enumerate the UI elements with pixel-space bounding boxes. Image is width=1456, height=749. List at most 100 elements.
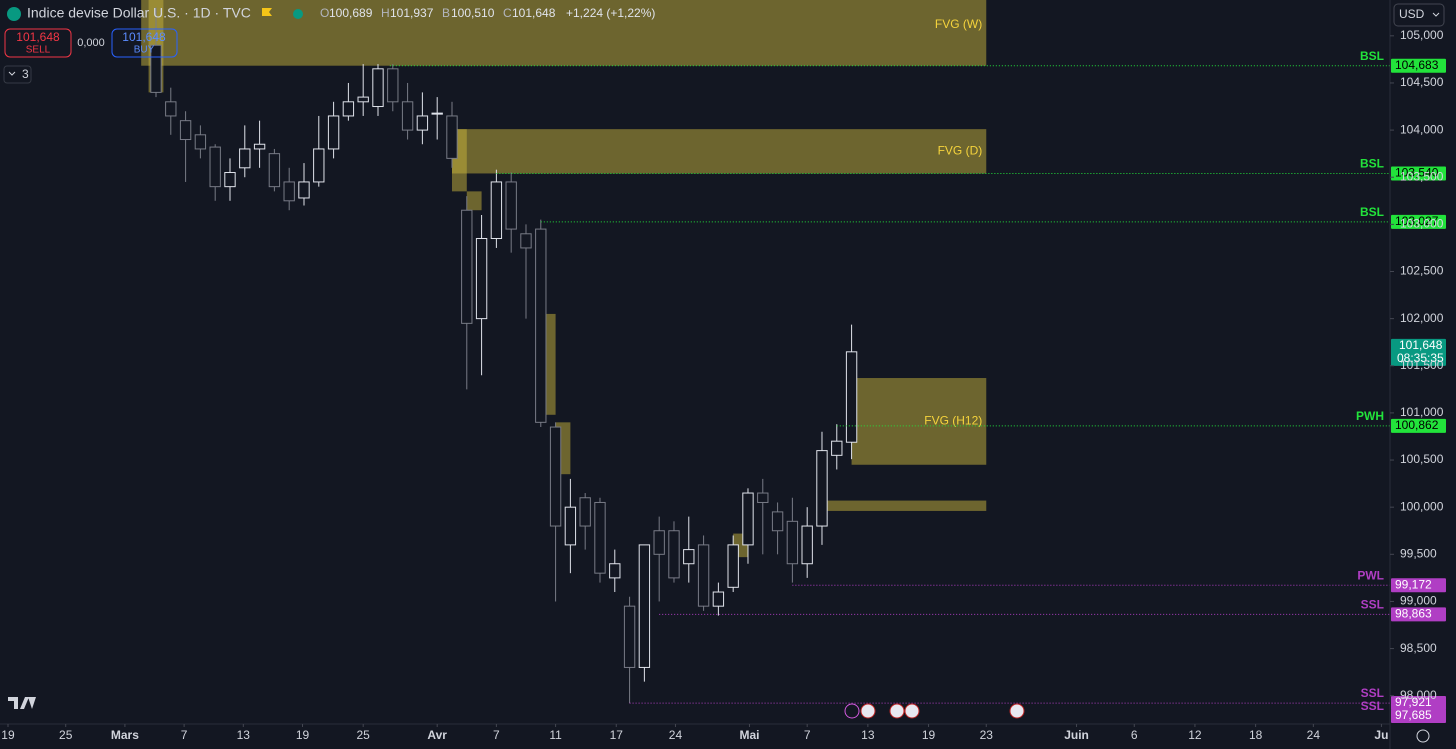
- fvg-zone: [821, 500, 987, 511]
- candle-body: [801, 525, 813, 565]
- change: +1,224 (+1,22%): [566, 6, 655, 20]
- candle-body: [697, 544, 710, 607]
- level-name: PWL: [1357, 568, 1384, 582]
- spread: 0,000: [77, 37, 105, 49]
- level-name: PWH: [1356, 409, 1384, 423]
- currency-select[interactable]: [1393, 3, 1445, 27]
- x-tick-label: 7: [181, 728, 188, 742]
- y-tick-label: 102,000: [1400, 311, 1444, 325]
- candle-body: [520, 233, 532, 249]
- candle-body: [357, 96, 369, 103]
- level-name: SSL: [1361, 598, 1384, 612]
- ohlc-value: 100,510: [451, 6, 495, 20]
- candle-body: [431, 112, 443, 115]
- sell-button[interactable]: [4, 28, 72, 58]
- candle-body: [742, 492, 754, 546]
- y-tick-label: 101,000: [1400, 405, 1444, 419]
- x-tick-label: 25: [59, 728, 73, 742]
- candle-body: [653, 530, 665, 555]
- y-tick-label: 99,500: [1400, 546, 1437, 560]
- x-tick-label: 6: [1131, 728, 1138, 742]
- settings-icon[interactable]: [1416, 729, 1430, 743]
- candle-body: [712, 591, 725, 607]
- level-value: 104,683: [1395, 58, 1439, 72]
- x-tick-label: 23: [980, 728, 994, 742]
- fvg-zone: [851, 378, 987, 465]
- sell-label: SELL: [26, 45, 51, 56]
- x-tick-label: 11: [549, 728, 562, 742]
- candle-body: [283, 181, 295, 202]
- level-name: BSL: [1360, 157, 1384, 171]
- fvg-label: FVG (H12): [924, 414, 982, 428]
- last-price: 101,648: [1399, 338, 1443, 352]
- level-value: 97,685: [1395, 708, 1432, 722]
- ohlc-key: B: [442, 6, 450, 20]
- last-price-tag: [1391, 338, 1446, 366]
- level-tag: [1391, 418, 1446, 433]
- candle-body: [327, 115, 340, 150]
- x-tick-label: Mai: [739, 728, 759, 742]
- x-tick-label: 13: [861, 728, 875, 742]
- candle-body: [564, 506, 577, 546]
- event-icon[interactable]: [904, 703, 920, 719]
- event-icon[interactable]: [844, 703, 860, 719]
- candle-body: [594, 501, 606, 574]
- y-tick-label: 100,500: [1400, 452, 1444, 466]
- candle-body: [253, 143, 266, 150]
- x-tick-label: 13: [237, 728, 251, 742]
- level-name: SSL: [1361, 699, 1384, 713]
- candle-body: [372, 68, 384, 108]
- candle-body: [209, 146, 221, 188]
- candle-body: [342, 101, 355, 117]
- x-tick-label: 19: [296, 728, 310, 742]
- x-tick-label: 17: [610, 728, 624, 742]
- tv-logo: [8, 697, 36, 709]
- ohlc-value: 101,648: [512, 6, 556, 20]
- y-tick-label: 104,500: [1400, 75, 1444, 89]
- y-tick-label: 99,000: [1400, 594, 1437, 608]
- chevron: [8, 71, 16, 76]
- candle-body: [683, 549, 695, 565]
- event-icon[interactable]: [889, 703, 905, 719]
- candle-body: [845, 351, 858, 443]
- x-tick-label: 19: [922, 728, 936, 742]
- candle-body: [313, 148, 325, 183]
- candle-body: [268, 153, 281, 188]
- candle-body: [490, 181, 503, 240]
- candle-body: [461, 209, 473, 324]
- buy-label: BUY: [134, 45, 155, 56]
- event-icon[interactable]: [860, 703, 876, 719]
- candle-body: [194, 134, 207, 150]
- x-tick-label: 24: [1307, 728, 1321, 742]
- candle-body: [579, 497, 591, 527]
- event-icon[interactable]: [1009, 703, 1025, 719]
- x-tick-label: Juin: [1064, 728, 1089, 742]
- candle-body: [816, 450, 828, 527]
- sell-price: 101,648: [16, 30, 60, 44]
- candle-body: [505, 181, 517, 230]
- level-tag: [1391, 166, 1446, 181]
- indicators-toggle[interactable]: [3, 65, 32, 84]
- x-tick-label: 25: [357, 728, 371, 742]
- buy-button[interactable]: [111, 28, 178, 58]
- x-tick-label: 24: [669, 728, 683, 742]
- y-tick-label: 103,000: [1400, 217, 1444, 231]
- candle-body: [727, 544, 739, 588]
- candle-body: [831, 440, 843, 456]
- status-dot: [293, 9, 303, 19]
- fvg-label: FVG (D): [938, 143, 983, 157]
- x-tick-label: Avr: [427, 728, 447, 742]
- y-tick-label: 105,000: [1400, 28, 1444, 42]
- fvg-label: FVG (W): [935, 17, 982, 31]
- candle-body: [401, 101, 414, 131]
- candle-body: [387, 68, 399, 103]
- symbol-title: Indice devise Dollar U.S. · 1D · TVC: [27, 5, 251, 21]
- candle-body: [224, 172, 236, 188]
- overlay: Indice devise Dollar U.S. · 1D · TVC O 10…: [3, 3, 1446, 743]
- candle-body: [549, 426, 562, 527]
- fvg-zone: [466, 191, 482, 211]
- candle-body: [239, 148, 251, 169]
- candle-body: [535, 228, 547, 423]
